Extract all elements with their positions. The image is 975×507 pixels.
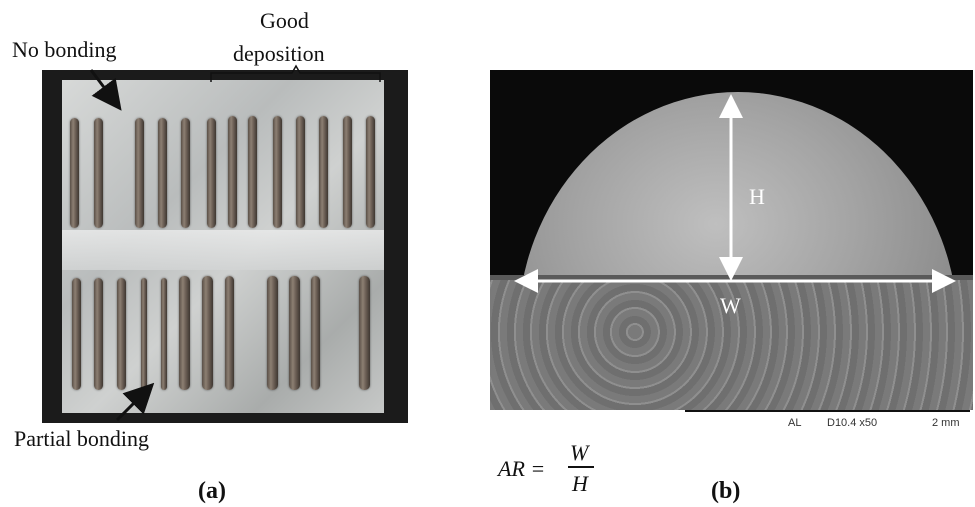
deposition-track: [158, 118, 167, 228]
no-bonding-arrow: [89, 69, 122, 111]
deposition-track: [248, 116, 257, 228]
annotation-partial-bonding: Partial bonding: [14, 426, 150, 451]
deposition-track: [343, 116, 352, 228]
deposition-track: [179, 276, 190, 390]
deposition-track: [94, 118, 103, 228]
deposition-track: [202, 276, 213, 390]
annotation-good-deposition-line1: Good: [260, 8, 309, 33]
deposition-track: [72, 278, 81, 390]
deposition-track: [311, 276, 320, 390]
deposition-track: [117, 278, 126, 390]
panel-b-label: (b): [711, 478, 741, 504]
deposition-track: [141, 278, 147, 390]
equation-fraction-bar: [568, 466, 594, 468]
deposition-track: [161, 278, 167, 390]
cross-section-micrograph: H W: [490, 70, 973, 410]
scale-bar-line: [685, 410, 970, 412]
scale-bar-length: 2 mm: [932, 417, 960, 429]
deposition-track: [296, 116, 305, 228]
plate-reflection-band: [62, 230, 384, 270]
panel-a-label: (a): [198, 478, 226, 504]
deposition-plate-photo: [42, 70, 408, 423]
deposition-track: [94, 278, 103, 390]
equation-numerator: W: [570, 440, 589, 465]
partial-bonding-arrow: [115, 382, 155, 422]
annotation-no-bonding: No bonding: [12, 37, 117, 62]
annotation-good-deposition-line2: deposition: [233, 41, 325, 66]
deposition-track: [319, 116, 328, 228]
deposition-track: [181, 118, 190, 228]
deposition-track: [366, 116, 375, 228]
deposition-track: [289, 276, 300, 390]
substrate-microstructure: [490, 280, 973, 410]
deposition-track: [207, 118, 216, 228]
deposition-track: [267, 276, 278, 390]
substrate-plate: [62, 80, 384, 413]
deposition-track: [359, 276, 370, 390]
scale-bar: AL D10.4 x50 2 mm: [490, 410, 973, 432]
equation-lhs: AR =: [498, 456, 546, 481]
dimension-arrows: [514, 94, 956, 293]
deposition-track: [70, 118, 79, 228]
good-deposition-bracket: [210, 64, 381, 82]
scale-bar-al: AL: [788, 417, 802, 429]
deposition-track: [228, 116, 237, 228]
equation-denominator: H: [572, 471, 588, 496]
height-label: H: [749, 184, 765, 209]
deposition-track: [225, 276, 234, 390]
deposition-track: [273, 116, 282, 228]
deposition-track: [135, 118, 144, 228]
scale-bar-info: D10.4 x50: [827, 417, 878, 429]
width-label: W: [720, 293, 741, 318]
